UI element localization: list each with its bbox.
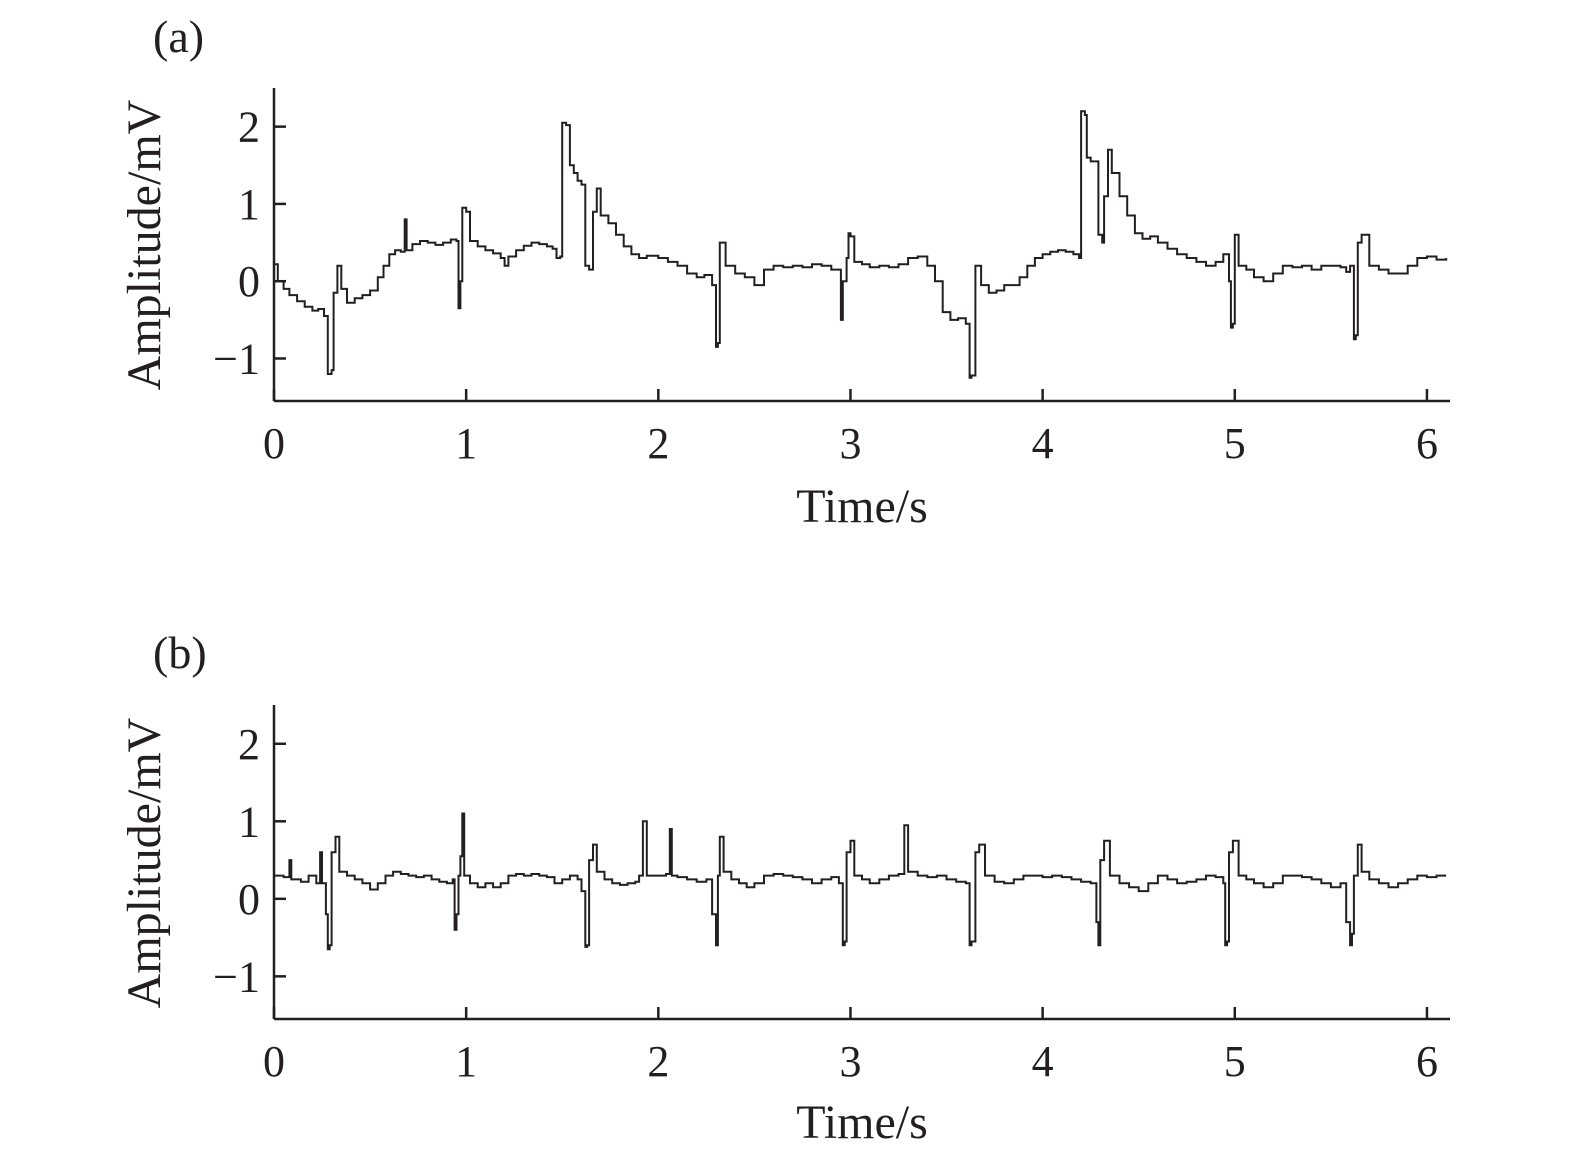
x-tick-label: 6 [1416,1037,1438,1086]
y-axis-title: Amplitude/mV [118,717,171,1008]
panel-label: (a) [153,11,204,62]
signal-line [274,110,1448,379]
axes [272,88,1450,403]
x-tick-label: 4 [1032,419,1054,468]
x-tick-label: 0 [263,419,285,468]
x-tick-label: 4 [1032,1037,1054,1086]
y-axis-title: Amplitude/mV [118,99,171,390]
x-tick-label: 1 [455,1037,477,1086]
y-tick-label: 2 [238,103,260,152]
signal-line [274,812,1447,951]
y-tick-label: 2 [238,720,260,769]
x-tick-label: 1 [455,419,477,468]
x-tick-label: 2 [647,419,669,468]
x-tick-label: 5 [1224,419,1246,468]
x-axis-title: Time/s [796,1096,928,1149]
x-tick-label: 0 [263,1037,285,1086]
plot-area [274,110,1448,379]
y-tick-label: 1 [238,180,260,229]
plot-area [274,812,1447,951]
x-tick-label: 5 [1224,1037,1246,1086]
panel-label: (b) [153,627,207,678]
y-tick-label: −1 [213,952,260,1001]
y-tick-label: 1 [238,797,260,846]
x-tick-label: 6 [1416,419,1438,468]
x-tick-label: 3 [839,419,861,468]
y-tick-label: 0 [238,257,260,306]
axes [272,705,1450,1021]
y-tick-label: −1 [213,334,260,383]
y-tick-label: 0 [238,875,260,924]
x-tick-label: 3 [839,1037,861,1086]
x-tick-label: 2 [647,1037,669,1086]
x-axis-title: Time/s [796,480,928,533]
